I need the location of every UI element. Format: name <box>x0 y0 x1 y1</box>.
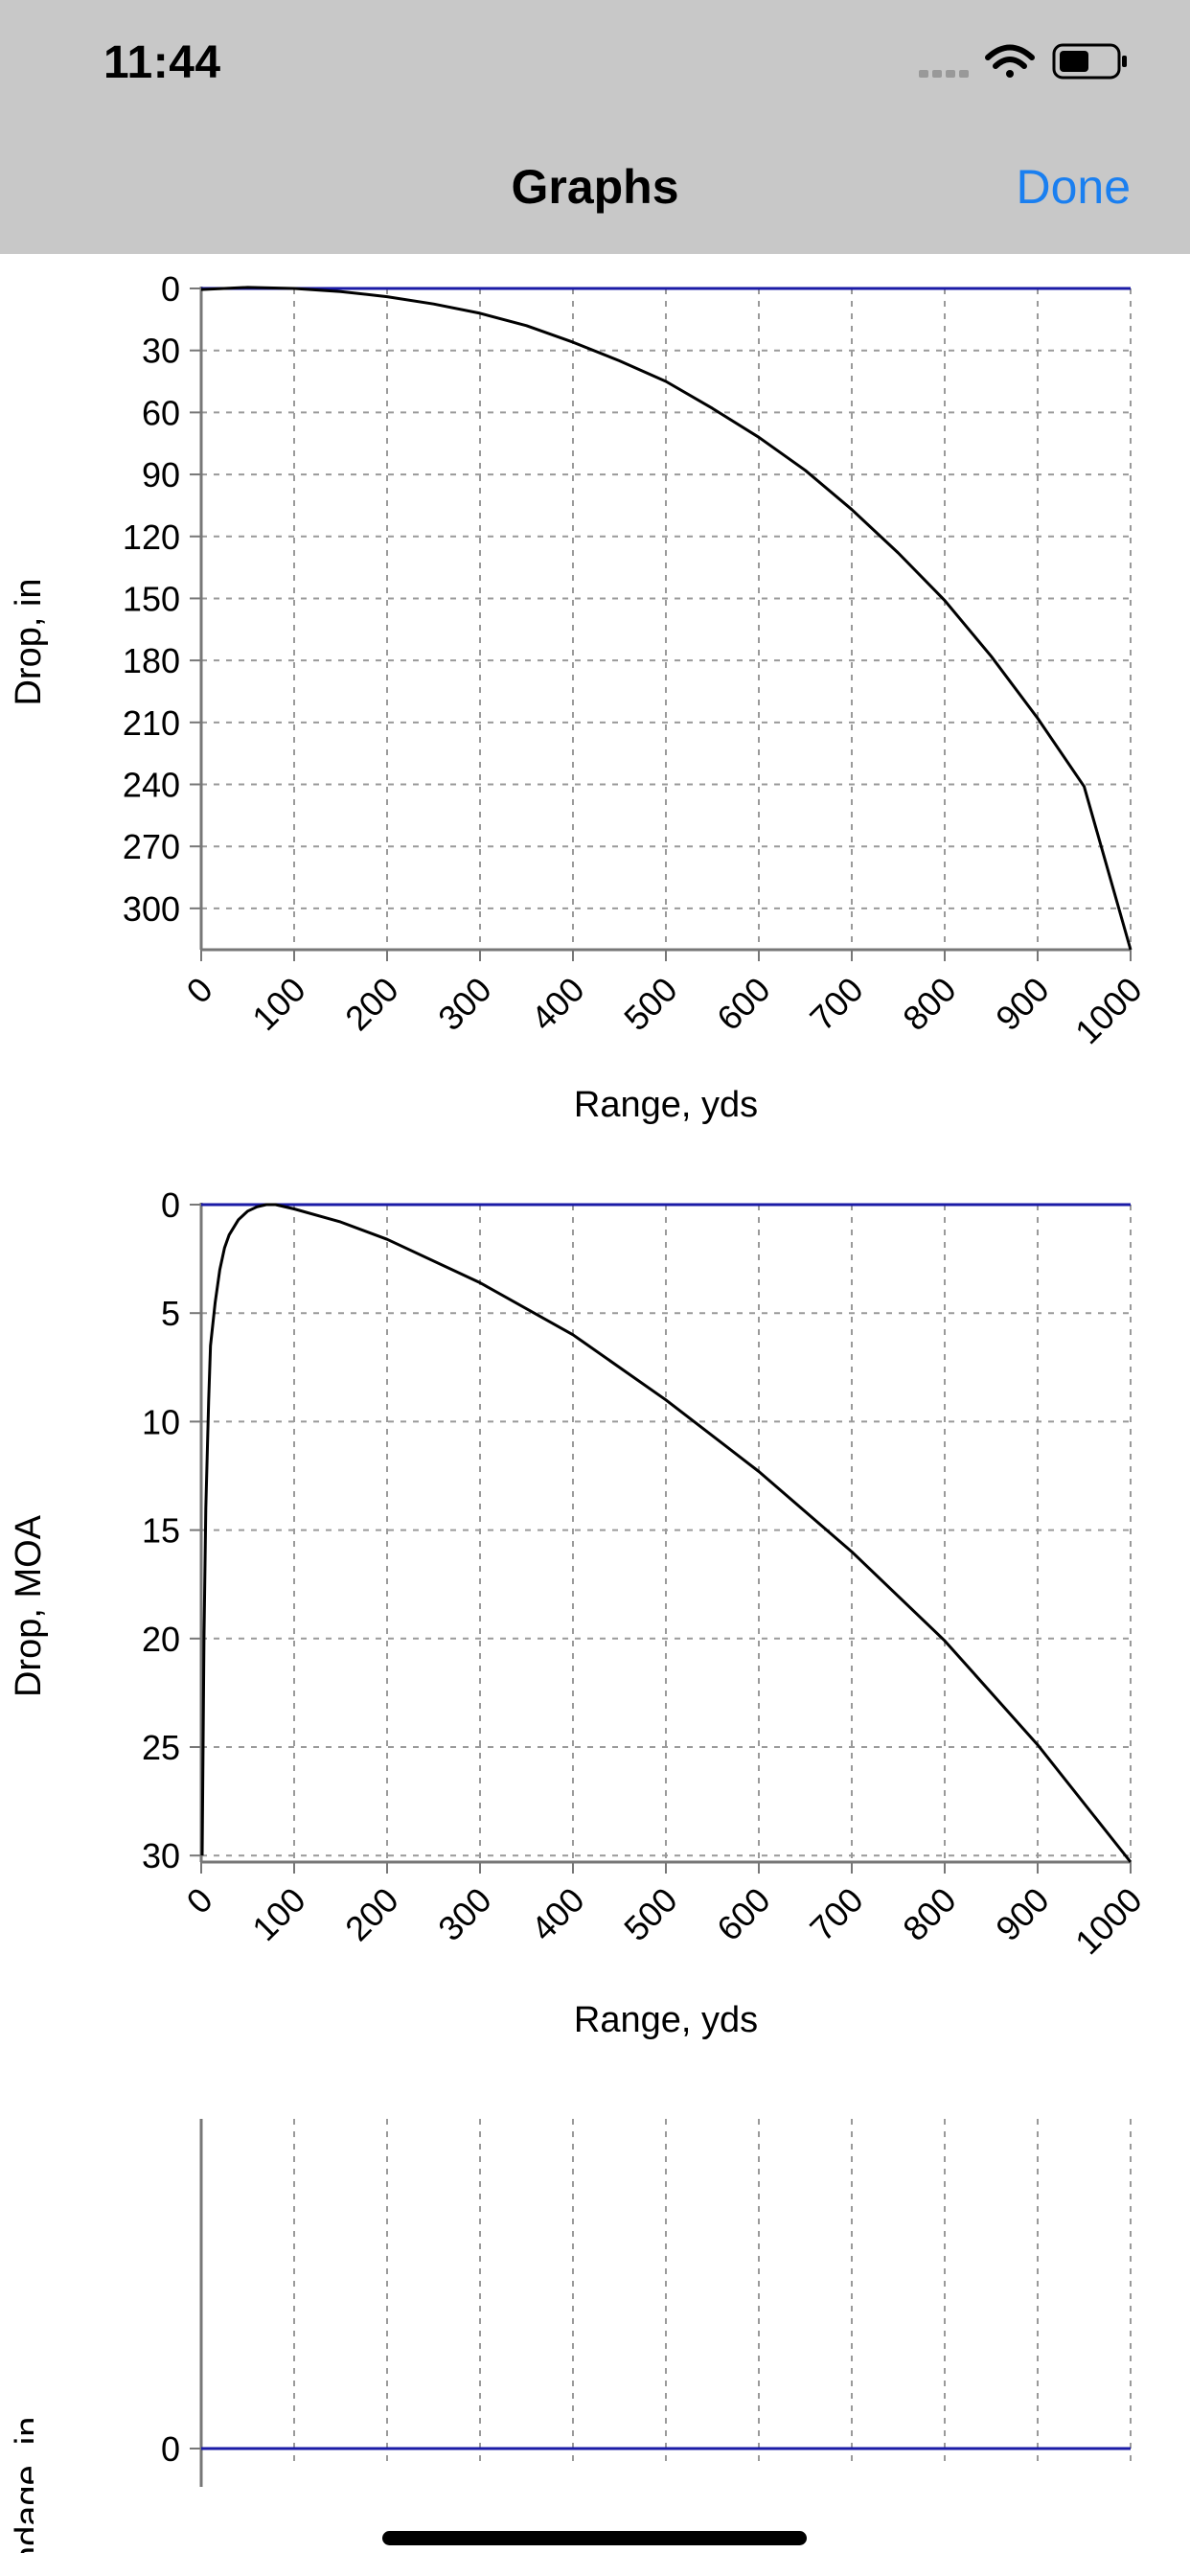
x-tick-label: 500 <box>616 970 684 1038</box>
x-tick-label: 600 <box>709 1880 777 1948</box>
y-tick-label: 0 <box>161 1185 180 1225</box>
y-tick-label: 30 <box>142 332 180 371</box>
x-tick-label: 900 <box>988 970 1056 1038</box>
navigation-bar: 11:44 Graphs Done <box>0 0 1190 254</box>
x-tick-label: 900 <box>988 1880 1056 1948</box>
status-icons <box>919 43 1127 80</box>
x-tick-label: 400 <box>523 1880 591 1948</box>
battery-icon <box>1052 43 1127 80</box>
y-tick-label: 240 <box>123 766 180 805</box>
x-tick-label: 1000 <box>1067 970 1150 1052</box>
x-tick-label: 600 <box>709 970 777 1038</box>
x-tick-label: 400 <box>523 970 591 1038</box>
x-tick-label: 800 <box>895 970 963 1038</box>
y-tick-label: 210 <box>123 703 180 743</box>
x-tick-label: 100 <box>244 970 312 1038</box>
y-tick-label: 90 <box>142 455 180 494</box>
x-tick-label: 0 <box>179 1880 220 1921</box>
y-tick-label: 10 <box>142 1402 180 1441</box>
x-tick-label: 500 <box>616 1880 684 1948</box>
y-tick-label: 20 <box>142 1620 180 1659</box>
x-tick-label: 700 <box>802 970 870 1038</box>
y-tick-label: 150 <box>123 579 180 618</box>
y-tick-label: 15 <box>142 1511 180 1551</box>
y-tick-label: 25 <box>142 1728 180 1767</box>
x-tick-label: 200 <box>337 1880 405 1948</box>
chart-3: 0 Windage, in <box>9 2119 1132 2576</box>
x-tick-label: 300 <box>430 970 498 1038</box>
x-axis-label: Range, yds <box>574 1085 758 1125</box>
x-tick-label: 200 <box>337 970 405 1038</box>
wifi-icon <box>985 44 1035 78</box>
x-tick-label: 700 <box>802 1880 870 1948</box>
y-tick-label: 60 <box>142 393 180 432</box>
y-tick-label: 5 <box>161 1294 180 1333</box>
y-tick-label: 120 <box>123 518 180 557</box>
series-line-1 <box>200 286 1133 951</box>
y-tick-label: 300 <box>123 889 180 929</box>
y-tick-label: 0 <box>161 2429 180 2469</box>
x-tick-label: 1000 <box>1067 1880 1150 1963</box>
x-tick-label: 800 <box>895 1880 963 1948</box>
y-axis-label: Windage, in <box>9 2417 49 2576</box>
y-tick-label: 270 <box>123 827 180 866</box>
y-axis-label: Drop, MOA <box>9 1514 49 1697</box>
y-tick-label: 180 <box>123 641 180 680</box>
done-button[interactable]: Done <box>1016 160 1131 214</box>
y-tick-label: 0 <box>161 269 180 309</box>
status-time: 11:44 <box>103 37 221 88</box>
chart-1: 0 30 60 90 120 150 180 210 240 270 300 0 100 200 300 40… <box>9 269 1150 1125</box>
signal-dots-icon <box>919 70 969 78</box>
y-tick-label: 30 <box>142 1836 180 1875</box>
page-title: Graphs <box>511 160 679 214</box>
x-axis-label: Range, yds <box>574 2000 758 2040</box>
home-indicator <box>382 2531 807 2545</box>
x-tick-label: 0 <box>179 970 220 1011</box>
x-tick-label: 100 <box>244 1880 312 1948</box>
y-axis-label: Drop, in <box>9 578 49 705</box>
series-line-1 <box>200 1203 1133 1863</box>
x-tick-label: 300 <box>430 1880 498 1948</box>
